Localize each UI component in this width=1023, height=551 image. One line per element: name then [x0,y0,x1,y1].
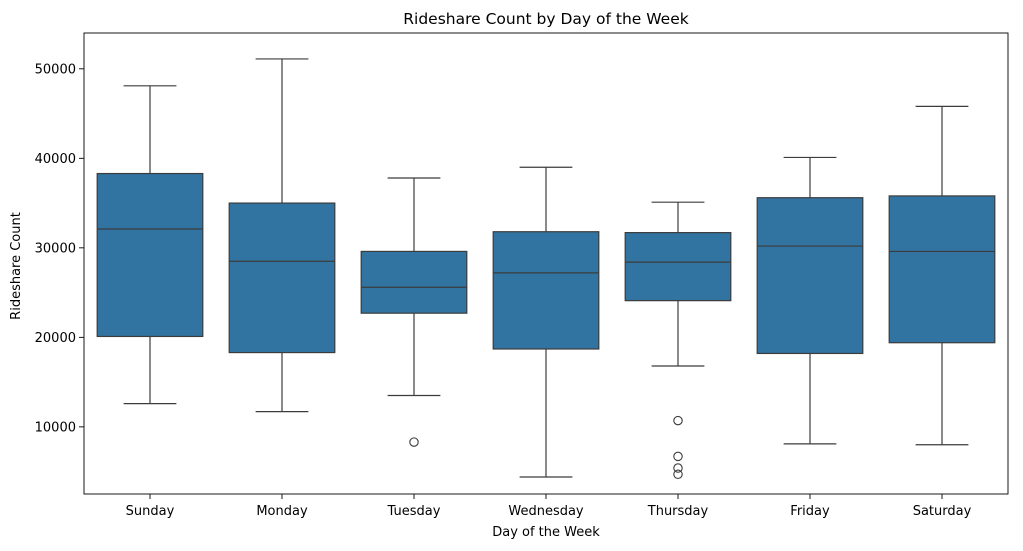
box-iqr [624,232,732,302]
box-iqr [492,231,600,350]
outlier-point [673,451,683,462]
box-group-tuesday [360,177,468,447]
chart-title: Rideshare Count by Day of the Week [403,10,688,28]
box-iqr [96,172,204,338]
x-tick-label: Thursday [647,504,709,519]
outlier-point [673,463,683,473]
outlier-point [409,437,419,447]
box-group-saturday [888,105,996,446]
box-group-thursday [624,201,732,480]
box-iqr [888,195,996,344]
x-tick-label: Sunday [126,504,175,519]
box-iqr [228,202,336,354]
x-tick-label: Tuesday [387,504,441,519]
outlier-point [673,469,683,480]
x-axis-title: Day of the Week [492,525,600,540]
y-tick-label: 10000 [35,420,76,435]
x-tick-label: Friday [790,504,830,519]
outlier-point [673,415,683,426]
y-tick-label: 50000 [35,62,76,77]
x-tick-label: Wednesday [508,504,584,519]
x-tick-label: Saturday [913,504,972,519]
box-iqr [756,197,864,355]
box-group-monday [228,58,336,413]
plot-area [96,58,996,480]
y-tick-label: 40000 [35,152,76,167]
y-axis-title: Rideshare Count [9,212,24,320]
box-group-friday [756,156,864,445]
box-iqr [360,250,468,314]
box-group-sunday [96,85,204,405]
x-tick-label: Monday [256,504,308,519]
box-group-wednesday [492,166,600,478]
y-tick-label: 30000 [35,241,76,256]
y-tick-label: 20000 [35,331,76,346]
